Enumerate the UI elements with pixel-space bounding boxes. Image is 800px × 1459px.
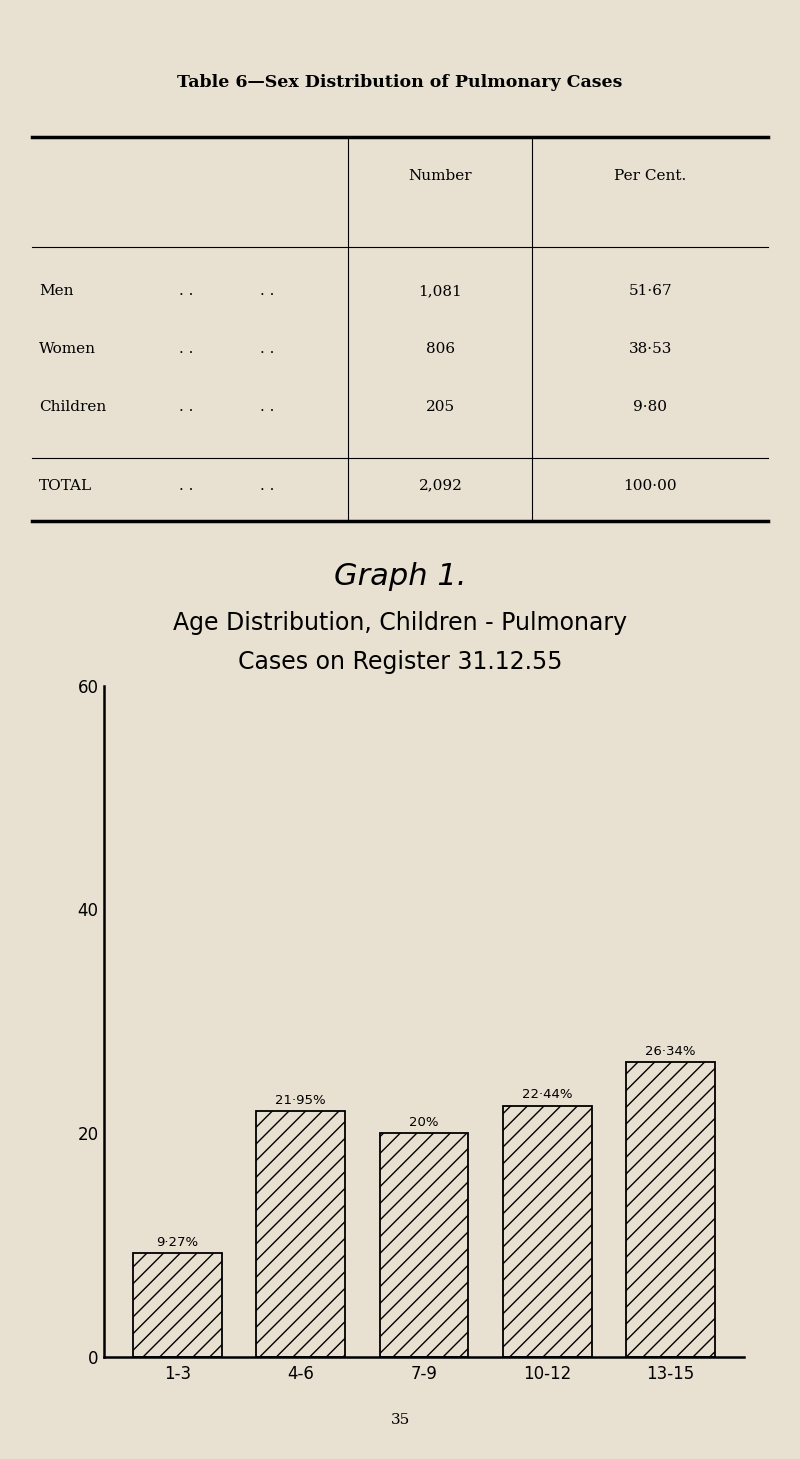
Text: 38·53: 38·53 [629, 341, 672, 356]
Bar [380, 1134, 468, 1357]
Text: 9·27%: 9·27% [157, 1236, 198, 1249]
Text: 9·80: 9·80 [634, 400, 667, 414]
Text: 22·44%: 22·44% [522, 1088, 573, 1102]
Text: Number: Number [409, 169, 472, 182]
Bar [503, 1106, 592, 1357]
Text: . .: . . [179, 285, 194, 298]
Text: 806: 806 [426, 341, 455, 356]
Text: 205: 205 [426, 400, 455, 414]
Text: 1,081: 1,081 [418, 285, 462, 298]
Text: . .: . . [260, 400, 274, 414]
Text: 2,092: 2,092 [418, 479, 462, 493]
Text: Age Distribution, Children - Pulmonary: Age Distribution, Children - Pulmonary [173, 611, 627, 635]
Text: . .: . . [179, 341, 194, 356]
Text: TOTAL: TOTAL [39, 479, 93, 493]
Bar [626, 1062, 715, 1357]
Text: 21·95%: 21·95% [275, 1094, 326, 1107]
Text: . .: . . [179, 479, 194, 493]
Text: . .: . . [260, 285, 274, 298]
Text: . .: . . [179, 400, 194, 414]
Text: Children: Children [39, 400, 106, 414]
Text: 26·34%: 26·34% [646, 1045, 696, 1058]
Text: 51·67: 51·67 [629, 285, 672, 298]
Text: Per Cent.: Per Cent. [614, 169, 686, 182]
Text: Men: Men [39, 285, 74, 298]
Text: 35: 35 [390, 1412, 410, 1427]
Text: Graph 1.: Graph 1. [334, 562, 466, 591]
Text: Cases on Register 31.12.55: Cases on Register 31.12.55 [238, 651, 562, 674]
Text: Women: Women [39, 341, 96, 356]
Text: Table 6—Sex Distribution of Pulmonary Cases: Table 6—Sex Distribution of Pulmonary Ca… [178, 74, 622, 90]
Bar [256, 1112, 345, 1357]
Text: 100·00: 100·00 [623, 479, 677, 493]
Text: 20%: 20% [410, 1116, 438, 1129]
Text: . .: . . [260, 341, 274, 356]
Text: . .: . . [260, 479, 274, 493]
Bar [133, 1253, 222, 1357]
